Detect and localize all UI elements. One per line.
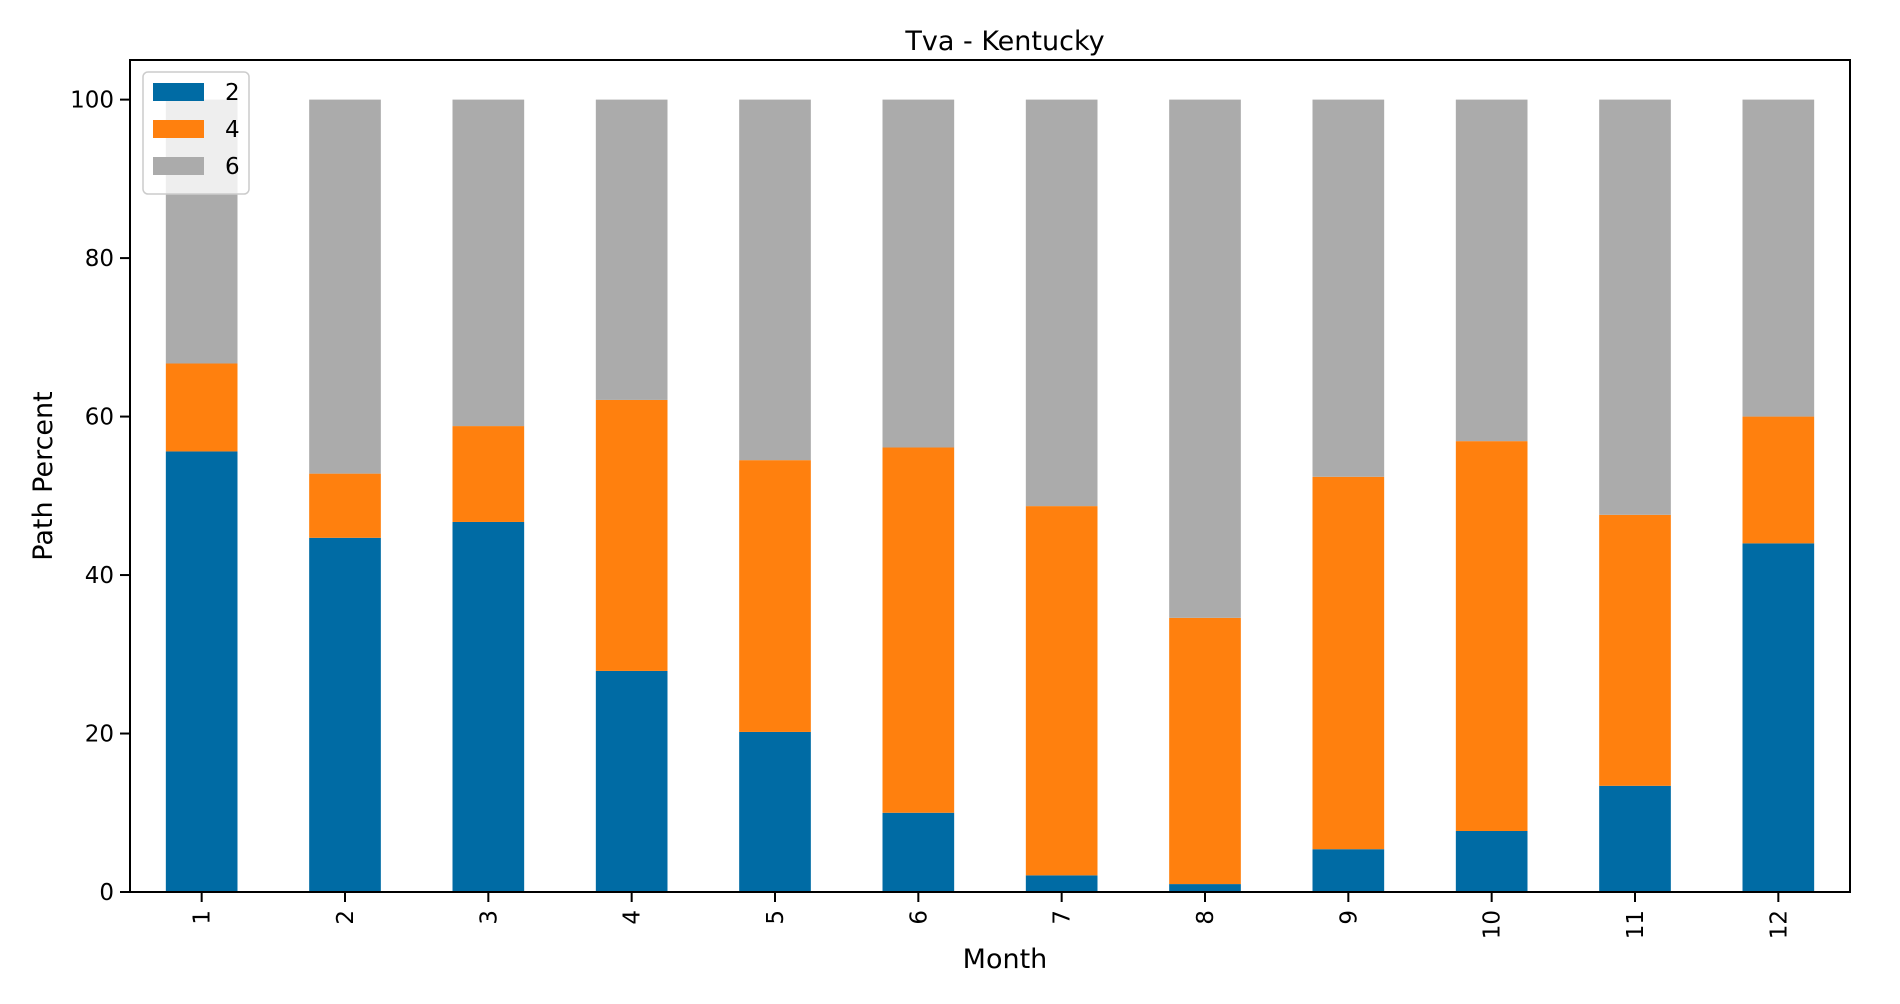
y-tick-label: 80 (85, 246, 114, 272)
x-tick-label: 10 (1480, 910, 1506, 939)
bar-month-7-series-6 (1025, 99, 1098, 507)
x-tick-label: 9 (1336, 910, 1362, 925)
bar-month-10-series-2 (1455, 830, 1528, 892)
bar-month-2-series-6 (309, 99, 381, 474)
bar-month-2-series-4 (309, 473, 381, 538)
bar-month-4-series-6 (595, 99, 668, 400)
bar-month-6-series-6 (882, 99, 955, 448)
x-axis: 1 2 3 4 5 6 7 8 9 10 11 12 (190, 892, 1792, 939)
bar-month-12-series-2 (1742, 543, 1815, 892)
bar-month-11-series-2 (1599, 785, 1671, 892)
bar-month-10-series-4 (1455, 441, 1528, 831)
bar-month-9-series-2 (1312, 849, 1385, 892)
bar-month-3-series-6 (452, 99, 525, 427)
bar-month-3-series-4 (452, 426, 525, 522)
bar-month-11-series-6 (1599, 99, 1671, 515)
y-tick-label: 60 (85, 405, 114, 431)
bar-month-7-series-4 (1025, 506, 1098, 876)
bar-month-8-series-2 (1169, 884, 1241, 892)
x-tick-label: 11 (1623, 910, 1649, 939)
x-tick-label: 8 (1193, 910, 1219, 925)
bar-month-9-series-6 (1312, 99, 1385, 477)
bar-month-10-series-6 (1455, 99, 1528, 442)
bar-month-6-series-2 (882, 812, 955, 892)
legend-label-2: 2 (225, 80, 240, 106)
legend-swatch-2 (153, 83, 204, 101)
bar-month-1-series-4 (165, 363, 238, 452)
y-tick-label: 40 (85, 563, 114, 589)
x-tick-label: 4 (620, 910, 646, 925)
x-axis-label: Month (963, 944, 1048, 975)
y-axis: 0 20 40 60 80 100 (70, 88, 130, 906)
bar-month-3-series-2 (452, 521, 525, 892)
bar-month-4-series-2 (595, 670, 668, 892)
legend-swatch-6 (153, 157, 204, 175)
x-tick-label: 5 (763, 910, 789, 925)
x-tick-label: 1 (190, 910, 216, 925)
bar-month-7-series-2 (1025, 875, 1098, 892)
y-tick-label: 20 (85, 722, 114, 748)
legend-label-6: 6 (225, 154, 240, 180)
bar-month-8-series-4 (1169, 617, 1241, 885)
legend-label-4: 4 (225, 117, 240, 143)
bar-month-12-series-4 (1742, 416, 1815, 544)
x-tick-label: 2 (333, 910, 359, 925)
bar-month-6-series-4 (882, 447, 955, 813)
bar-month-8-series-6 (1169, 99, 1241, 618)
legend: 2 4 6 (142, 71, 250, 195)
bar-month-1-series-2 (165, 451, 238, 892)
plot-frame (129, 59, 1851, 893)
y-tick-label: 0 (99, 880, 114, 906)
bar-month-11-series-4 (1599, 514, 1671, 786)
y-axis-label: Path Percent (28, 391, 59, 561)
legend-swatch-4 (153, 120, 204, 138)
chart-title: Tva - Kentucky (904, 26, 1104, 57)
bar-month-9-series-4 (1312, 476, 1385, 850)
y-tick-label: 100 (70, 88, 114, 114)
x-tick-label: 3 (476, 910, 502, 925)
bar-month-2-series-2 (309, 537, 381, 892)
bars-layer (165, 99, 1815, 892)
x-tick-label: 12 (1766, 910, 1792, 939)
x-tick-label: 6 (906, 910, 932, 925)
bar-month-4-series-4 (595, 399, 668, 671)
bar-month-5-series-6 (739, 99, 811, 461)
bar-month-5-series-4 (739, 460, 811, 732)
bar-month-5-series-2 (739, 731, 811, 892)
x-tick-label: 7 (1050, 910, 1076, 925)
bar-month-12-series-6 (1742, 99, 1815, 417)
